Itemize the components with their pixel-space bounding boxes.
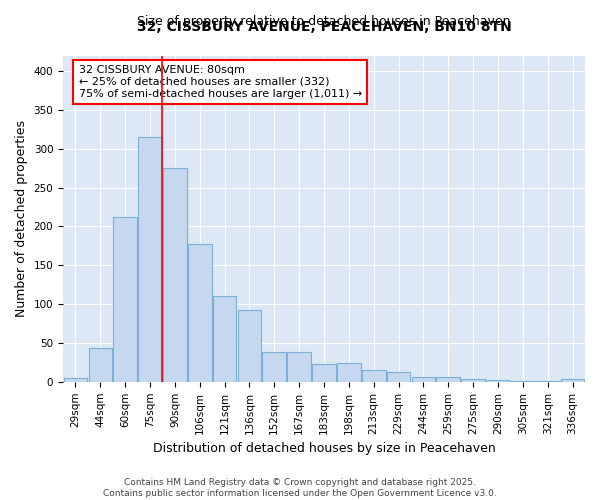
Bar	[412, 377, 435, 382]
Bar	[113, 217, 137, 382]
Bar	[486, 380, 510, 382]
Bar	[511, 381, 535, 382]
Bar	[561, 378, 584, 382]
Bar	[312, 364, 336, 382]
Bar	[89, 348, 112, 382]
Bar	[163, 168, 187, 382]
Title: Size of property relative to detached houses in Peacehaven: Size of property relative to detached ho…	[137, 15, 511, 28]
Bar	[262, 352, 286, 382]
Bar	[138, 137, 162, 382]
Bar	[188, 244, 212, 382]
Bar	[536, 381, 560, 382]
Bar	[64, 378, 87, 382]
Bar	[436, 377, 460, 382]
Y-axis label: Number of detached properties: Number of detached properties	[15, 120, 28, 317]
Text: Contains HM Land Registry data © Crown copyright and database right 2025.
Contai: Contains HM Land Registry data © Crown c…	[103, 478, 497, 498]
Text: 32 CISSBURY AVENUE: 80sqm
← 25% of detached houses are smaller (332)
75% of semi: 32 CISSBURY AVENUE: 80sqm ← 25% of detac…	[79, 66, 362, 98]
Bar	[238, 310, 261, 382]
Bar	[362, 370, 386, 382]
Bar	[461, 380, 485, 382]
Bar	[287, 352, 311, 382]
Bar	[387, 372, 410, 382]
Bar	[337, 363, 361, 382]
Bar	[213, 296, 236, 382]
Text: 32, CISSBURY AVENUE, PEACEHAVEN, BN10 8TN: 32, CISSBURY AVENUE, PEACEHAVEN, BN10 8T…	[137, 20, 511, 34]
X-axis label: Distribution of detached houses by size in Peacehaven: Distribution of detached houses by size …	[152, 442, 496, 455]
